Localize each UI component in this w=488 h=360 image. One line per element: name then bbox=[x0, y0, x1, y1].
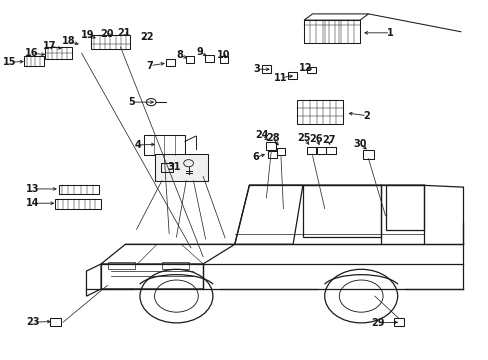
Bar bbox=[59, 185, 99, 194]
Text: 18: 18 bbox=[61, 36, 75, 46]
Bar bbox=[393, 318, 404, 327]
Text: 4: 4 bbox=[134, 140, 141, 150]
Text: 29: 29 bbox=[370, 318, 384, 328]
Text: 5: 5 bbox=[128, 97, 135, 107]
Bar bbox=[326, 147, 335, 154]
Text: 28: 28 bbox=[265, 133, 279, 143]
Bar bbox=[219, 56, 228, 63]
Text: 8: 8 bbox=[176, 50, 183, 60]
Text: 9: 9 bbox=[196, 47, 203, 57]
Text: 12: 12 bbox=[298, 63, 311, 73]
Text: 13: 13 bbox=[26, 184, 40, 194]
Bar bbox=[266, 142, 276, 150]
Text: 27: 27 bbox=[321, 135, 335, 145]
Text: 31: 31 bbox=[167, 162, 181, 172]
Bar bbox=[304, 20, 359, 43]
Text: 25: 25 bbox=[297, 133, 310, 143]
Bar bbox=[296, 100, 342, 124]
Text: 16: 16 bbox=[25, 48, 39, 58]
Text: 19: 19 bbox=[81, 30, 95, 40]
Text: 11: 11 bbox=[273, 73, 286, 83]
Text: 22: 22 bbox=[140, 32, 154, 42]
Bar bbox=[307, 67, 315, 73]
Text: 24: 24 bbox=[255, 130, 269, 140]
Bar bbox=[50, 318, 61, 327]
Bar bbox=[108, 262, 135, 269]
Bar bbox=[166, 59, 175, 66]
Text: 14: 14 bbox=[26, 198, 40, 208]
Text: 15: 15 bbox=[3, 57, 17, 67]
Text: 21: 21 bbox=[118, 28, 131, 38]
Bar bbox=[204, 55, 213, 62]
Text: 3: 3 bbox=[253, 64, 260, 74]
Text: 2: 2 bbox=[363, 111, 369, 121]
Text: 20: 20 bbox=[101, 28, 114, 39]
Bar bbox=[45, 47, 72, 59]
Text: 23: 23 bbox=[26, 317, 40, 327]
Text: 1: 1 bbox=[386, 28, 393, 38]
Bar bbox=[276, 148, 285, 155]
Text: 7: 7 bbox=[146, 61, 153, 71]
Bar bbox=[306, 147, 316, 154]
Text: 17: 17 bbox=[43, 41, 57, 51]
Text: 30: 30 bbox=[353, 139, 366, 149]
Text: 10: 10 bbox=[217, 50, 230, 60]
Bar bbox=[160, 163, 172, 172]
Text: 6: 6 bbox=[252, 153, 259, 162]
Bar bbox=[185, 56, 194, 63]
Bar bbox=[316, 147, 325, 154]
Bar bbox=[91, 35, 130, 49]
Bar bbox=[162, 262, 188, 269]
Bar bbox=[154, 154, 207, 181]
Bar bbox=[55, 199, 101, 208]
Bar bbox=[267, 150, 277, 158]
Bar bbox=[24, 57, 43, 66]
Bar bbox=[363, 150, 373, 159]
Bar bbox=[287, 72, 296, 79]
Text: 26: 26 bbox=[309, 134, 323, 144]
Bar bbox=[261, 65, 271, 73]
Bar bbox=[143, 135, 184, 156]
